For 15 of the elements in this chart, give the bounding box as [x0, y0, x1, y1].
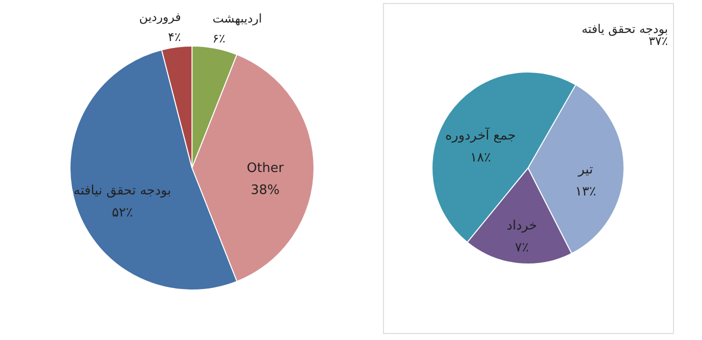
slice-label: اردیبهشت: [212, 12, 262, 26]
data-label: 38%: [250, 183, 280, 198]
slice-label: فروردین: [139, 10, 181, 24]
slice-label: جمع آخردوره: [445, 126, 516, 144]
data-label: ۱۸٪: [470, 150, 492, 166]
slice-label: خرداد: [506, 218, 538, 234]
data-label: ۶٪: [212, 32, 226, 46]
slice-label: بودجه تحقق نیافته: [74, 184, 172, 199]
data-label: ۱۳٪: [575, 184, 596, 200]
slice-label: تیر: [577, 162, 594, 178]
data-label: ۵۲٪: [112, 206, 133, 221]
data-label: ۷٪: [514, 240, 529, 256]
text: بودجه تحقق یافته: [582, 22, 668, 36]
data-label: ۴٪: [168, 30, 181, 44]
slice-label: Other: [246, 161, 284, 176]
